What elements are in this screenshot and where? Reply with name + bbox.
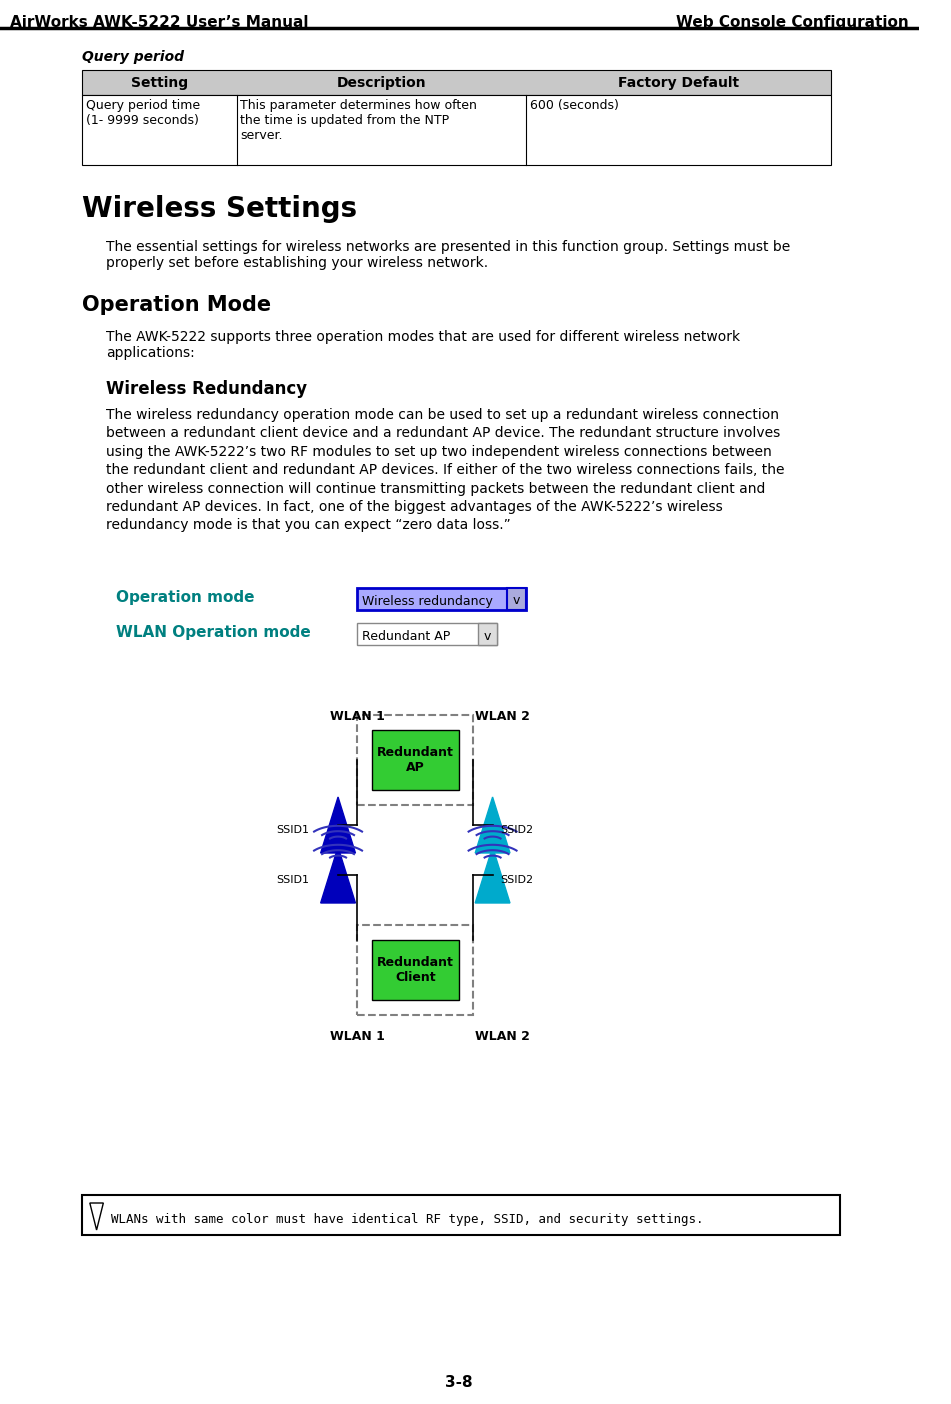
Text: The essential settings for wireless networks are presented in this function grou: The essential settings for wireless netw… (107, 240, 790, 270)
Polygon shape (476, 847, 510, 903)
Text: Web Console Configuration: Web Console Configuration (676, 15, 909, 29)
Text: Wireless Redundancy: Wireless Redundancy (107, 380, 307, 397)
Text: WLAN Operation mode: WLAN Operation mode (116, 625, 311, 640)
Text: SSID2: SSID2 (500, 826, 534, 835)
Text: Redundant
Client: Redundant Client (377, 956, 454, 984)
Bar (372, 941, 458, 1000)
Text: Query period time
(1- 9999 seconds): Query period time (1- 9999 seconds) (86, 100, 200, 126)
Polygon shape (320, 847, 356, 903)
Bar (507, 588, 527, 609)
Text: SSID1: SSID1 (276, 826, 309, 835)
Text: Wireless redundancy: Wireless redundancy (362, 594, 493, 608)
Text: WLAN 1: WLAN 1 (330, 1031, 385, 1043)
Text: Query period: Query period (82, 51, 184, 65)
Text: Description: Description (337, 76, 426, 90)
Bar (82, 1195, 841, 1236)
Text: Wireless Settings: Wireless Settings (82, 195, 358, 223)
Text: 600 (seconds): 600 (seconds) (531, 100, 619, 112)
Text: v: v (513, 594, 520, 608)
Bar (478, 623, 497, 644)
Text: The wireless redundancy operation mode can be used to set up a redundant wireles: The wireless redundancy operation mode c… (107, 409, 785, 532)
Text: WLAN 2: WLAN 2 (475, 710, 530, 723)
Bar (358, 623, 497, 644)
Text: SSID1: SSID1 (276, 875, 309, 885)
Bar (358, 715, 474, 804)
Text: Setting: Setting (131, 76, 188, 90)
Text: 3-8: 3-8 (445, 1375, 473, 1390)
Text: Redundant
AP: Redundant AP (377, 746, 454, 774)
Text: This parameter determines how often
the time is updated from the NTP
server.: This parameter determines how often the … (241, 100, 477, 142)
Text: WLAN 1: WLAN 1 (330, 710, 385, 723)
Polygon shape (476, 797, 510, 854)
Text: Factory Default: Factory Default (618, 76, 739, 90)
Text: v: v (484, 629, 492, 643)
Polygon shape (320, 797, 356, 854)
Text: Operation Mode: Operation Mode (82, 295, 271, 314)
Bar (358, 925, 474, 1015)
Bar (82, 95, 830, 166)
Bar (82, 70, 830, 95)
Polygon shape (89, 1203, 104, 1230)
Text: WLANs with same color must have identical RF type, SSID, and security settings.: WLANs with same color must have identica… (111, 1213, 704, 1226)
Text: Operation mode: Operation mode (116, 590, 255, 605)
Text: AirWorks AWK-5222 User’s Manual: AirWorks AWK-5222 User’s Manual (10, 15, 308, 29)
Text: SSID2: SSID2 (500, 875, 534, 885)
Text: Redundant AP: Redundant AP (362, 629, 451, 643)
Text: The AWK-5222 supports three operation modes that are used for different wireless: The AWK-5222 supports three operation mo… (107, 330, 741, 361)
Bar (372, 730, 458, 790)
FancyBboxPatch shape (358, 588, 527, 609)
Text: WLAN 2: WLAN 2 (475, 1031, 530, 1043)
